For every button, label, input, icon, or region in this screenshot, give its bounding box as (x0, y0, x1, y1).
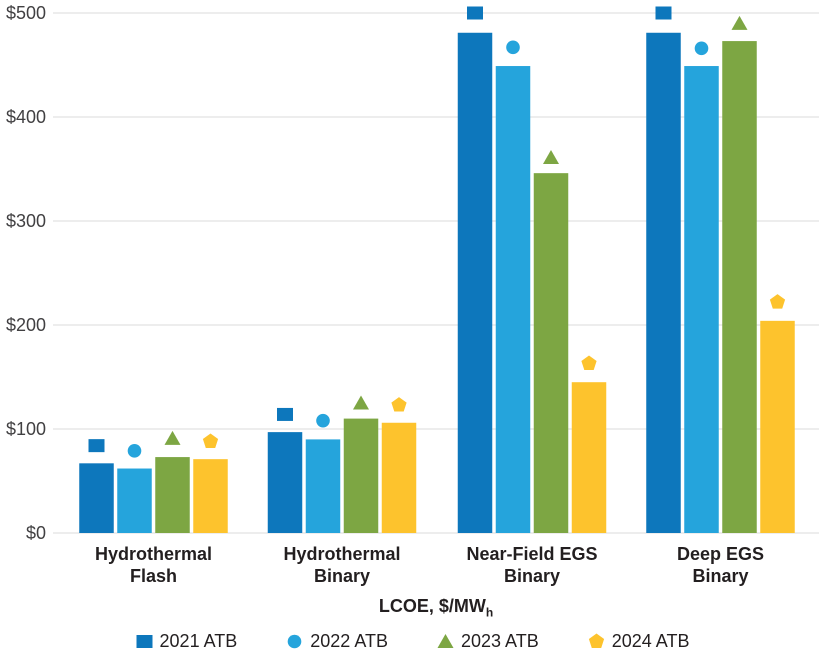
category-label-line1: Hydrothermal (94, 544, 213, 564)
bar-2021-atb-hydrothermal-binary (267, 432, 303, 533)
legend-triangle-icon (437, 634, 454, 648)
marker-circle-2022-atb-hydrothermal-binary (316, 413, 330, 428)
category-label-line2: Flash (129, 566, 177, 586)
bar-2021-atb-hydrothermal-flash (79, 463, 114, 533)
legend-pentagon-icon (588, 633, 604, 648)
legend-item-2023-atb: 2023 ATB (437, 631, 539, 652)
y-tick-label-400: $400 (6, 107, 46, 127)
bar-2023-atb-near-field-egs-binary (533, 173, 569, 533)
y-tick-label-0: $0 (26, 523, 46, 543)
triangle-icon (437, 634, 454, 648)
legend-label: 2021 ATB (159, 631, 238, 651)
x-axis-title-subscript: h (485, 605, 494, 620)
bar-2023-atb-hydrothermal-flash (155, 457, 190, 533)
category-label-near-field-egs-binary: Near-Field EGS Binary (466, 543, 597, 587)
category-label-line1: Hydrothermal (283, 544, 401, 564)
pentagon-icon (588, 633, 604, 648)
y-tick-label-200: $200 (6, 315, 46, 335)
x-axis-title-text: LCOE, $/MW (378, 596, 486, 616)
marker-square-2021-atb-hydrothermal-binary (277, 407, 293, 421)
marker-triangle-2023-atb-deep-egs-binary (731, 15, 748, 30)
bar-2023-atb-hydrothermal-binary (343, 418, 379, 533)
legend-label: 2022 ATB (310, 631, 388, 651)
bar-2024-atb-hydrothermal-flash (193, 459, 228, 533)
marker-square-2021-atb-hydrothermal-flash (88, 439, 105, 453)
marker-pentagon-2024-atb-deep-egs-binary (769, 294, 786, 309)
legend-square-icon (136, 635, 153, 648)
bar-2021-atb-deep-egs-binary (646, 32, 681, 533)
legend-label: 2023 ATB (461, 631, 539, 651)
square-icon (136, 635, 153, 648)
bar-2024-atb-near-field-egs-binary (571, 382, 607, 533)
circle-icon (287, 634, 302, 649)
bar-2022-atb-near-field-egs-binary (495, 66, 531, 533)
category-label-line1: Near-Field EGS (466, 544, 598, 564)
category-label-line1: Deep EGS (676, 544, 765, 564)
marker-square-2021-atb-deep-egs-binary (655, 6, 672, 20)
marker-square-2021-atb-near-field-egs-binary (467, 6, 483, 20)
legend-item-2024-atb: 2024 ATB (588, 631, 690, 652)
legend-label: 2024 ATB (611, 631, 690, 651)
chart-legend: 2021 ATB 2022 ATB 2023 ATB 2024 ATB (0, 631, 825, 652)
category-label-line2: Binary (692, 566, 749, 586)
category-label-hydrothermal-flash: Hydrothermal Flash (95, 543, 212, 587)
legend-item-2022-atb: 2022 ATB (286, 631, 388, 652)
marker-pentagon-2024-atb-hydrothermal-flash (202, 433, 219, 448)
y-tick-label-100: $100 (6, 419, 46, 439)
category-label-deep-egs-binary: Deep EGS Binary (677, 543, 764, 587)
marker-circle-2022-atb-deep-egs-binary (694, 41, 709, 56)
category-label-hydrothermal-binary: Hydrothermal Binary (283, 543, 400, 587)
bar-2021-atb-near-field-egs-binary (457, 32, 493, 533)
legend-item-2021-atb: 2021 ATB (136, 631, 238, 652)
legend-circle-icon (287, 634, 302, 649)
x-axis-title: LCOE, $/MWh (53, 596, 819, 620)
bar-2023-atb-deep-egs-binary (722, 41, 757, 534)
bar-2024-atb-deep-egs-binary (760, 320, 795, 533)
marker-triangle-2023-atb-near-field-egs-binary (543, 150, 559, 165)
bar-2022-atb-deep-egs-binary (684, 66, 719, 533)
bar-2024-atb-hydrothermal-binary (381, 422, 417, 533)
y-tick-label-300: $300 (6, 211, 46, 231)
marker-triangle-2023-atb-hydrothermal-flash (164, 430, 181, 445)
bar-2022-atb-hydrothermal-binary (305, 439, 341, 533)
category-label-line2: Binary (503, 566, 561, 586)
bar-2022-atb-hydrothermal-flash (117, 468, 152, 533)
marker-circle-2022-atb-hydrothermal-flash (127, 444, 142, 458)
marker-pentagon-2024-atb-hydrothermal-binary (391, 397, 407, 412)
category-label-line2: Binary (313, 566, 371, 586)
marker-triangle-2023-atb-hydrothermal-binary (353, 395, 369, 410)
y-tick-label-500: $500 (6, 3, 46, 23)
marker-circle-2022-atb-near-field-egs-binary (506, 40, 520, 55)
marker-pentagon-2024-atb-near-field-egs-binary (581, 355, 597, 370)
